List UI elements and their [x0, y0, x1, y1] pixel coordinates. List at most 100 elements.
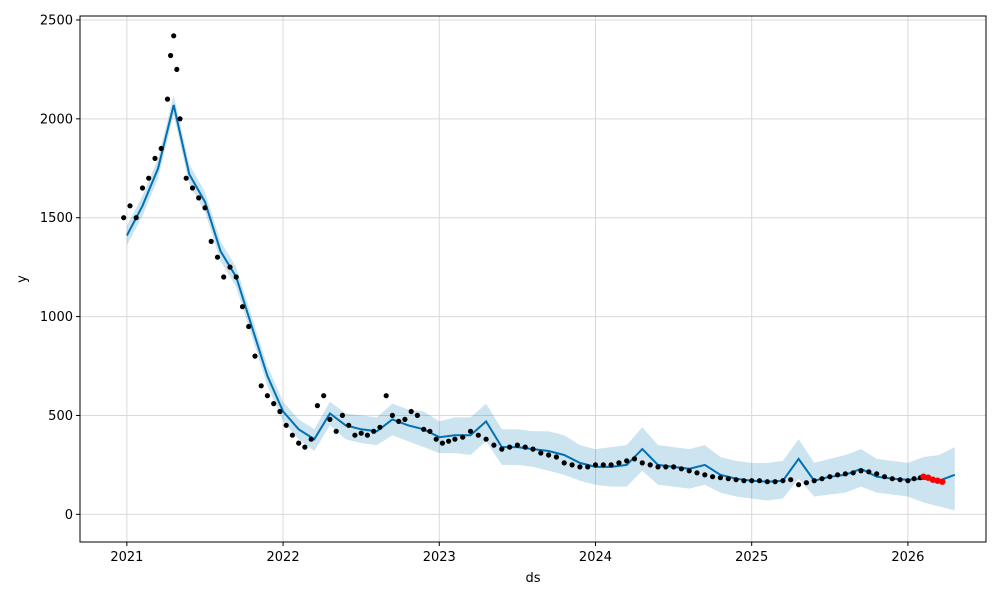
- observed-point: [507, 444, 513, 450]
- observed-point: [246, 323, 252, 330]
- observed-point: [897, 477, 903, 483]
- observed-point: [221, 274, 227, 280]
- observed-point: [402, 416, 408, 422]
- forecast-line-layer: [126, 104, 956, 483]
- uncertainty-band-layer: [126, 95, 955, 511]
- observed-point: [183, 175, 189, 181]
- observed-point: [647, 462, 653, 468]
- plot-background: [80, 16, 986, 542]
- observed-point: [671, 464, 677, 470]
- observed-point: [446, 438, 452, 444]
- x-tick-label: 2023: [423, 550, 456, 565]
- x-axis-label: ds: [525, 571, 540, 586]
- highlight-points-layer: [920, 473, 946, 485]
- x-tick-label: 2021: [110, 550, 143, 565]
- observed-point: [772, 479, 778, 485]
- observed-point: [569, 462, 575, 468]
- observed-point: [780, 478, 786, 484]
- observed-point: [717, 475, 724, 481]
- observed-point: [866, 469, 872, 475]
- observed-point: [414, 412, 420, 418]
- x-axis-ticks: 2021 2022 2023 2024 2025 2026: [110, 542, 924, 565]
- observed-point: [577, 464, 583, 470]
- observed-point: [663, 464, 669, 470]
- observed-point: [233, 274, 239, 280]
- observed-point: [389, 412, 395, 418]
- observed-point: [616, 460, 622, 466]
- observed-point: [308, 436, 314, 442]
- observed-point: [152, 155, 158, 161]
- y-tick-label: 1500: [40, 211, 73, 226]
- observed-point: [850, 470, 856, 476]
- x-tick-label: 2022: [267, 550, 300, 565]
- observed-point: [608, 462, 614, 468]
- observed-point: [302, 444, 308, 450]
- observed-point: [796, 482, 802, 488]
- observed-point: [277, 408, 283, 415]
- y-tick-label: 1000: [40, 310, 73, 325]
- observed-point: [177, 116, 183, 122]
- highlight-point: [939, 478, 946, 485]
- observed-point: [327, 416, 333, 422]
- observed-point: [133, 215, 139, 221]
- observed-point: [491, 442, 497, 448]
- observed-point: [827, 474, 833, 480]
- x-tick-label: 2024: [579, 550, 612, 565]
- observed-point: [874, 471, 880, 477]
- observed-point: [283, 422, 289, 428]
- observed-point: [710, 474, 716, 480]
- observed-point: [553, 454, 560, 460]
- y-axis-label: y: [15, 275, 30, 283]
- observed-point: [788, 477, 794, 483]
- observed-point: [208, 238, 214, 244]
- observed-point: [227, 264, 233, 270]
- observed-point: [358, 430, 364, 436]
- observed-point: [433, 436, 439, 442]
- observed-point: [530, 446, 536, 452]
- observed-point: [678, 466, 685, 472]
- observed-point: [911, 476, 917, 482]
- observed-point: [655, 464, 661, 470]
- y-tick-label: 2500: [40, 13, 73, 28]
- observed-point: [321, 393, 327, 399]
- observed-point: [842, 471, 849, 477]
- observed-point: [121, 215, 127, 221]
- plot-frame: [79, 15, 987, 543]
- observed-point: [264, 393, 270, 399]
- forecast-line: [126, 104, 956, 483]
- y-axis-ticks: 0 500 1000 1500 2000 2500: [40, 13, 80, 523]
- observed-point: [702, 472, 708, 478]
- observed-point: [196, 195, 202, 201]
- observed-point: [339, 412, 345, 418]
- observed-point: [439, 440, 445, 446]
- observed-point: [811, 478, 817, 484]
- observed-point: [164, 96, 171, 102]
- y-tick-label: 500: [48, 409, 73, 424]
- grid-lines: [80, 16, 986, 542]
- observed-point: [499, 446, 505, 452]
- x-tick-label: 2025: [735, 550, 768, 565]
- observed-point: [408, 408, 414, 415]
- observed-point: [174, 66, 180, 72]
- observed-point: [383, 393, 389, 399]
- observed-point: [333, 428, 339, 434]
- observed-point: [158, 145, 164, 152]
- observed-point: [314, 403, 320, 409]
- observed-point: [483, 436, 489, 442]
- observed-point: [803, 480, 810, 486]
- observed-point: [514, 442, 521, 448]
- observed-point: [296, 440, 302, 446]
- observed-point: [600, 462, 606, 468]
- observed-point: [146, 175, 152, 181]
- observed-point: [756, 478, 763, 484]
- observed-point: [239, 304, 246, 310]
- observed-point: [467, 428, 474, 434]
- observed-point: [889, 476, 895, 482]
- observed-point: [858, 468, 864, 474]
- observed-point: [427, 428, 433, 434]
- observed-point: [460, 434, 466, 440]
- y-tick-label: 2000: [40, 112, 73, 127]
- observed-point: [396, 418, 402, 424]
- observed-point: [364, 432, 370, 438]
- observed-point: [686, 468, 692, 474]
